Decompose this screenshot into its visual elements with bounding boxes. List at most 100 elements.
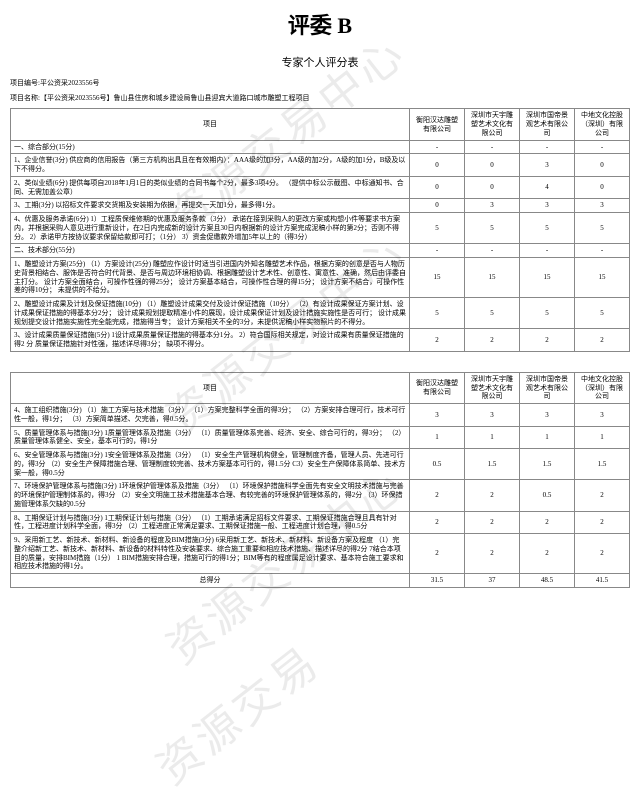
score-cell: - (575, 140, 630, 154)
row-desc: 一、综合部分(15分) (11, 140, 410, 154)
score-cell: 5 (410, 298, 465, 329)
score-table-2: 项目衡阳汉达雕塑有限公司深圳市天宇雕塑艺术文化有限公司深圳市国帝景观艺术有限公司… (10, 372, 630, 588)
row-desc: 3、设计成果质量保证措施(5分) 1设计成果质量保证措施的得基本分1分。 2）符… (11, 329, 410, 352)
project-name-label: 项目名称: (10, 94, 40, 102)
score-cell: 2 (465, 329, 520, 352)
row-desc: 8、工期保证计划与措施(3分) 1工期保证计划与措施（3分） （1）工期承诺满足… (11, 511, 410, 534)
score-cell: 2 (410, 329, 465, 352)
col-header-vendor: 衡阳汉达雕塑有限公司 (410, 372, 465, 403)
score-cell: 5 (520, 213, 575, 244)
score-cell: 5 (410, 213, 465, 244)
total-cell: 37 (465, 574, 520, 588)
row-desc: 1、企业信誉(3分) 供应商的信用报告（第三方机构出具且在有效期内）：AAA级的… (11, 154, 410, 177)
subtitle: 专家个人评分表 (10, 54, 630, 70)
score-cell: 0 (410, 154, 465, 177)
score-cell: - (410, 244, 465, 258)
watermark: 资源交易 (141, 628, 332, 797)
score-cell: 1 (410, 426, 465, 449)
col-header-vendor: 深圳市天宇雕塑艺术文化有限公司 (465, 372, 520, 403)
row-desc: 1、雕塑设计方案(25分) （1）方案设计(25分) 雕塑应作设计时适当引进国内… (11, 258, 410, 298)
score-cell: - (465, 244, 520, 258)
score-cell: 1.5 (575, 449, 630, 480)
col-header-vendor: 中地文化控股（深圳）有限公司 (575, 109, 630, 140)
total-cell: 31.5 (410, 574, 465, 588)
row-desc: 4、施工组织措施(3分) （1）施工方案与技术措施（3分） （1）方案完整科学全… (11, 404, 410, 427)
score-cell: - (520, 244, 575, 258)
score-cell: 15 (410, 258, 465, 298)
col-header-vendor: 衡阳汉达雕塑有限公司 (410, 109, 465, 140)
score-cell: 3 (575, 404, 630, 427)
row-desc: 4、优惠及服务承诺(6分) 1）工程质保维修期的优惠及服务条款（3分） 承诺在接… (11, 213, 410, 244)
score-cell: 2 (520, 511, 575, 534)
score-cell: 5 (575, 213, 630, 244)
row-desc: 二、技术部分(55分) (11, 244, 410, 258)
project-name-value: 【平公资采2023556号】鲁山县住房和城乡建设局鲁山县迎宾大道路口城市雕塑工程… (40, 94, 310, 102)
row-desc: 3、工期(3分) 以招标文件要求交货期及安装期为依据，再提交一天加1分，最多得1… (11, 199, 410, 213)
col-header-vendor: 中地文化控股（深圳）有限公司 (575, 372, 630, 403)
score-cell: 1 (520, 426, 575, 449)
score-cell: 3 (520, 404, 575, 427)
score-cell: 0.5 (520, 480, 575, 511)
row-desc: 9、采用新工艺、新技术、新材料、新设备的程度及BIM措施(3分) 6采用新工艺、… (11, 534, 410, 574)
score-cell: 2 (465, 511, 520, 534)
score-cell: 4 (520, 176, 575, 199)
score-cell: 3 (465, 199, 520, 213)
score-cell: 2 (575, 511, 630, 534)
score-cell: 2 (465, 480, 520, 511)
score-cell: 0 (575, 176, 630, 199)
score-cell: 2 (410, 534, 465, 574)
score-cell: 3 (520, 154, 575, 177)
total-cell: 41.5 (575, 574, 630, 588)
total-cell: 48.5 (520, 574, 575, 588)
score-cell: 2 (575, 534, 630, 574)
page-title: 评委 B (10, 8, 630, 40)
col-header-item: 项目 (11, 109, 410, 140)
row-desc: 2、类似业绩(6分) 提供每项自2018年1月1日的类似业绩的合同书每个2分，最… (11, 176, 410, 199)
score-cell: 15 (520, 258, 575, 298)
total-label: 总得分 (11, 574, 410, 588)
score-cell: 0 (465, 154, 520, 177)
score-cell: 0.5 (410, 449, 465, 480)
project-number: 项目编号:平公资采2023556号 (10, 78, 630, 89)
score-cell: 2 (410, 511, 465, 534)
score-cell: 0 (465, 176, 520, 199)
score-cell: 2 (520, 534, 575, 574)
score-cell: 0 (575, 154, 630, 177)
score-cell: - (520, 140, 575, 154)
col-header-vendor: 深圳市国帝景观艺术有限公司 (520, 109, 575, 140)
score-cell: 0 (410, 199, 465, 213)
score-cell: 1.5 (520, 449, 575, 480)
col-header-item: 项目 (11, 372, 410, 403)
project-number-label: 项目编号: (10, 79, 40, 87)
score-cell: 1.5 (465, 449, 520, 480)
score-cell: - (575, 244, 630, 258)
score-cell: 3 (520, 199, 575, 213)
score-cell: 2 (575, 329, 630, 352)
row-desc: 5、质量管理体系与措施(3分) 1质量管理体系及措施（3分） （1）质量管理体系… (11, 426, 410, 449)
col-header-vendor: 深圳市国帝景观艺术有限公司 (520, 372, 575, 403)
score-cell: 5 (465, 213, 520, 244)
score-cell: 1 (575, 426, 630, 449)
row-desc: 6、安全管理体系与措施(3分) 1安全管理体系及措施（3分） （1）安全生产管理… (11, 449, 410, 480)
score-cell: 2 (575, 480, 630, 511)
score-cell: - (465, 140, 520, 154)
score-cell: 5 (520, 298, 575, 329)
score-cell: 15 (575, 258, 630, 298)
score-table-1: 项目衡阳汉达雕塑有限公司深圳市天宇雕塑艺术文化有限公司深圳市国帝景观艺术有限公司… (10, 108, 630, 352)
score-cell: 2 (410, 480, 465, 511)
score-cell: 15 (465, 258, 520, 298)
row-desc: 7、环境保护管理体系与措施(3分) 1环境保护管理体系及措施（3分） （1）环境… (11, 480, 410, 511)
score-cell: 3 (465, 404, 520, 427)
col-header-vendor: 深圳市天宇雕塑艺术文化有限公司 (465, 109, 520, 140)
score-cell: 2 (520, 329, 575, 352)
score-cell: 3 (575, 199, 630, 213)
score-cell: 5 (575, 298, 630, 329)
score-cell: 2 (465, 534, 520, 574)
score-cell: 3 (410, 404, 465, 427)
score-cell: 5 (465, 298, 520, 329)
score-cell: - (410, 140, 465, 154)
score-cell: 1 (465, 426, 520, 449)
score-cell: 0 (410, 176, 465, 199)
project-name: 项目名称:【平公资采2023556号】鲁山县住房和城乡建设局鲁山县迎宾大道路口城… (10, 93, 630, 104)
row-desc: 2、雕塑设计成果及计划及保证措施(10分) （1）雕塑设计成果交付及设计保证措施… (11, 298, 410, 329)
